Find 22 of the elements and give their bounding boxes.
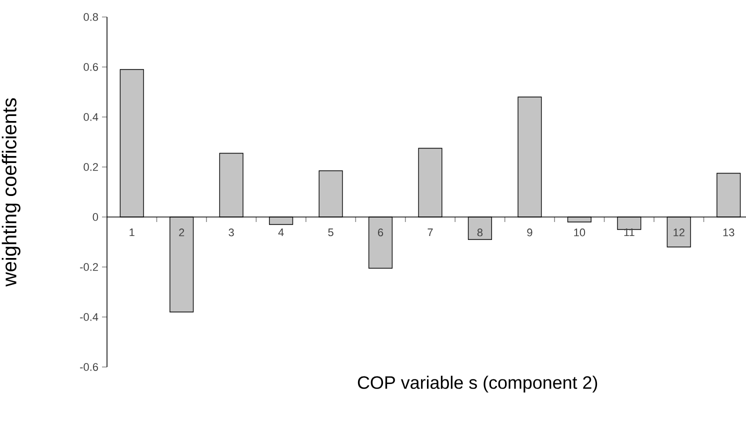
y-tick-label: 0.2: [84, 163, 98, 171]
y-tick-label: 0.8: [84, 13, 98, 21]
y-tick-label: -0.4: [80, 313, 98, 321]
y-tick-label: -0.6: [80, 363, 98, 371]
x-tick-label: 6: [378, 228, 384, 236]
x-tick-label: 13: [723, 228, 734, 236]
x-tick-label: 9: [527, 228, 532, 236]
x-axis-title: COP variable s (component 2): [358, 376, 598, 392]
y-tick-label: 0: [92, 213, 98, 221]
y-axis-title: weighting coefficients: [2, 98, 20, 287]
y-tick-label: 0.4: [84, 113, 98, 121]
y-tick-label: 0.6: [84, 63, 98, 71]
x-tick-label: 10: [574, 228, 586, 236]
x-tick-label: 7: [428, 228, 433, 236]
x-tick-label: 8: [477, 228, 483, 236]
y-tick-label: -0.2: [80, 263, 98, 271]
x-tick-label: 1: [130, 228, 134, 236]
x-tick-label: 3: [228, 228, 234, 236]
x-tick-label: 12: [674, 228, 684, 236]
x-tick-label: 5: [328, 228, 334, 236]
x-tick-label: 2: [179, 228, 184, 236]
x-tick-label: 4: [278, 228, 284, 236]
